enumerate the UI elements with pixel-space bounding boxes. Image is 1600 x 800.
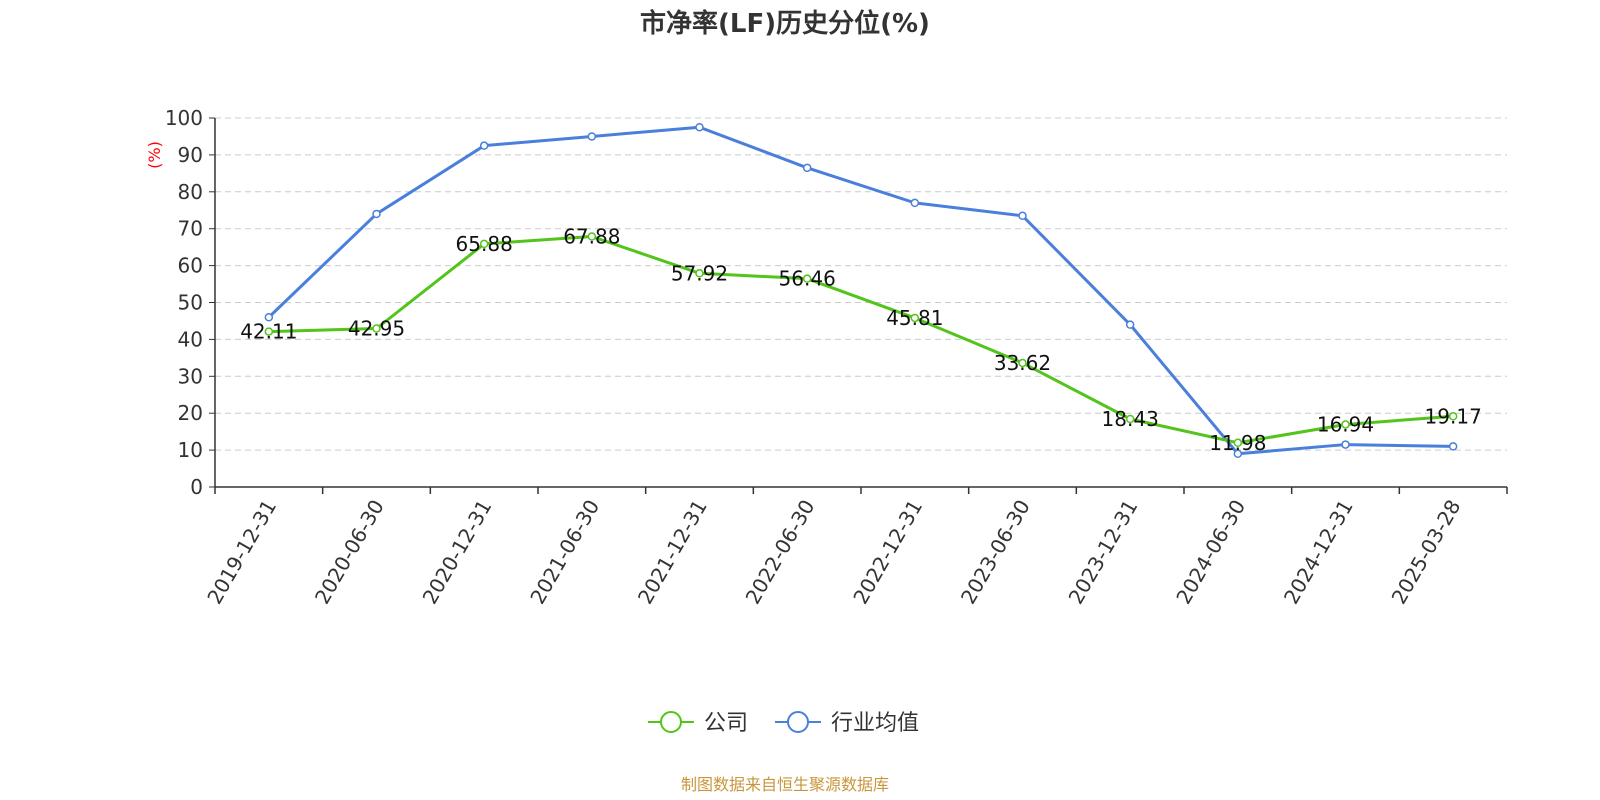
series-0-point[interactable] bbox=[479, 239, 489, 249]
series-0-point[interactable] bbox=[1233, 438, 1243, 448]
y-tick-label: 90 bbox=[178, 143, 203, 167]
x-tick-label: 2023-12-31 bbox=[1064, 496, 1143, 609]
legend-label: 行业均值 bbox=[831, 711, 919, 736]
legend-label: 公司 bbox=[704, 711, 748, 736]
series-0-point[interactable] bbox=[1448, 412, 1458, 421]
y-tick-label: 70 bbox=[178, 217, 203, 241]
x-tick-label: 2024-12-31 bbox=[1279, 496, 1358, 609]
data-label: 16.94 bbox=[1317, 412, 1374, 436]
series-1-point[interactable] bbox=[802, 163, 812, 173]
x-tick-label: 2024-06-30 bbox=[1171, 496, 1250, 609]
data-label: 45.81 bbox=[886, 306, 943, 330]
data-label: 67.88 bbox=[563, 225, 620, 249]
data-labels: 42.11 42.95 65.88 67.88 57.92 56.46 45.81 33.62… bbox=[240, 225, 1482, 455]
y-tick-label: 50 bbox=[178, 291, 203, 315]
series-0-point[interactable] bbox=[802, 274, 812, 283]
data-label: 18.43 bbox=[1102, 407, 1159, 431]
y-tick-label: 0 bbox=[190, 475, 203, 499]
data-label: 11.98 bbox=[1209, 431, 1266, 455]
x-tick-label: 2020-06-30 bbox=[310, 496, 389, 609]
legend-marker bbox=[660, 711, 682, 733]
legend[interactable]: 公司 行业均值 bbox=[648, 711, 919, 736]
series-1-point[interactable] bbox=[372, 209, 381, 219]
x-tick-label: 2025-03-28 bbox=[1387, 496, 1466, 609]
x-tick-label: 2022-06-30 bbox=[741, 496, 820, 609]
grid-lines bbox=[215, 117, 1507, 451]
x-tick-label: 2022-12-31 bbox=[848, 496, 927, 609]
data-label: 19.17 bbox=[1425, 404, 1482, 428]
series-line-0 bbox=[268, 235, 1454, 445]
y-tick-label: 20 bbox=[178, 401, 203, 425]
data-label: 57.92 bbox=[671, 261, 728, 285]
series-1-point[interactable] bbox=[1341, 440, 1350, 449]
series-0-point[interactable] bbox=[372, 324, 381, 333]
series-0-point[interactable] bbox=[1125, 414, 1135, 424]
series-0-point[interactable] bbox=[264, 327, 274, 336]
series-1-point[interactable] bbox=[1448, 442, 1458, 451]
y-tick-label: 30 bbox=[178, 364, 203, 388]
x-tick-label: 2019-12-31 bbox=[202, 496, 281, 609]
series-1-point[interactable] bbox=[910, 198, 920, 208]
y-tick-label: 80 bbox=[178, 180, 203, 204]
y-axis-label: (%) bbox=[145, 141, 164, 169]
axes: 0 10 20 30 40 50 60 70 80 90 100 2019-12-31 2020-06-… bbox=[165, 106, 1508, 609]
series-line-1 bbox=[267, 125, 1454, 456]
x-tick-label: 2023-06-30 bbox=[956, 496, 1035, 609]
x-tick-label: 2020-12-31 bbox=[418, 496, 497, 609]
series-1-point[interactable] bbox=[1125, 320, 1135, 329]
series-1-point[interactable] bbox=[587, 132, 597, 141]
y-tick-label: 60 bbox=[178, 254, 203, 278]
legend-item-1[interactable]: 行业均值 bbox=[775, 711, 919, 736]
y-tick-label: 10 bbox=[178, 438, 203, 462]
series-1-point[interactable] bbox=[695, 122, 704, 132]
data-label: 33.62 bbox=[994, 351, 1051, 375]
x-tick-label: 2021-06-30 bbox=[525, 496, 604, 609]
data-label: 42.11 bbox=[240, 320, 297, 344]
chart-title: 市净率(LF)历史分位(%) bbox=[640, 8, 930, 39]
series-1-point[interactable] bbox=[264, 313, 274, 322]
series-1-point[interactable] bbox=[1233, 449, 1243, 459]
series-0-point[interactable] bbox=[587, 232, 597, 241]
series-0-point[interactable] bbox=[910, 313, 920, 323]
source-note: 制图数据来自恒生聚源数据库 bbox=[681, 775, 889, 794]
data-label: 65.88 bbox=[456, 232, 513, 256]
data-label: 56.46 bbox=[779, 267, 836, 291]
x-tick-label: 2021-12-31 bbox=[633, 496, 712, 609]
series-group bbox=[264, 122, 1458, 459]
y-tick-label: 100 bbox=[165, 106, 203, 130]
series-1-point[interactable] bbox=[1018, 211, 1027, 221]
series-1-point[interactable] bbox=[479, 141, 489, 150]
legend-item-0[interactable]: 公司 bbox=[648, 711, 748, 736]
legend-marker bbox=[787, 711, 809, 733]
y-tick-label: 40 bbox=[178, 327, 203, 351]
series-0-point[interactable] bbox=[1341, 420, 1350, 429]
series-0-point[interactable] bbox=[1018, 358, 1027, 368]
data-label: 42.95 bbox=[348, 317, 405, 341]
series-0-point[interactable] bbox=[695, 269, 704, 278]
